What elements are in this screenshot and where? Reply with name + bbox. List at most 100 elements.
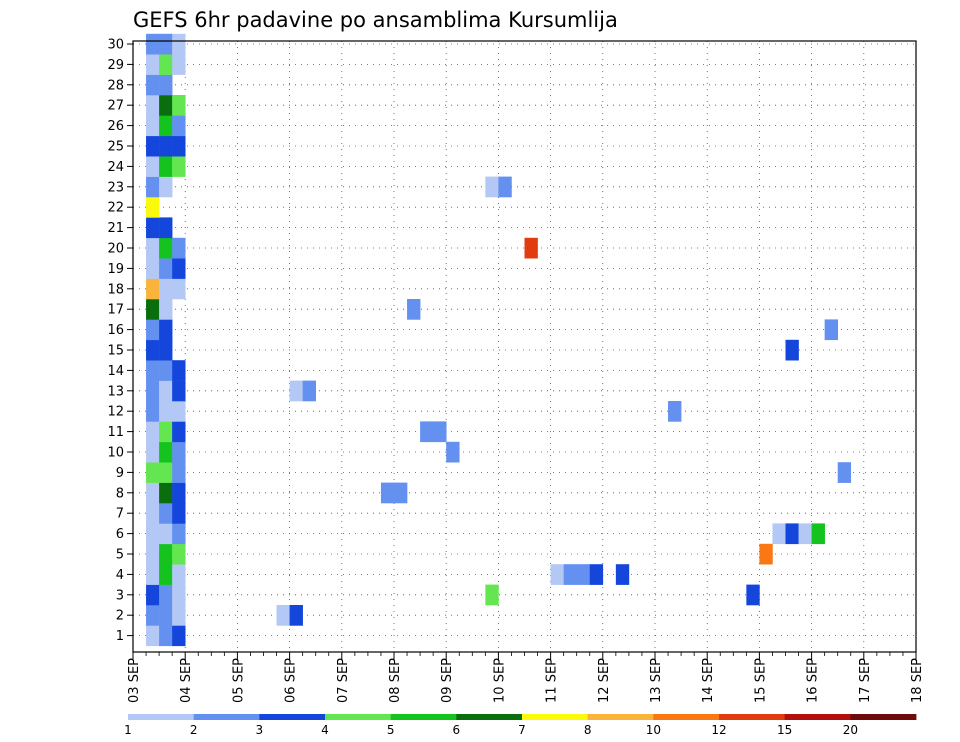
precip-cell <box>668 401 682 422</box>
precip-cell <box>159 74 173 96</box>
precip-cell <box>146 380 160 402</box>
precip-cell <box>159 543 173 565</box>
y-tick-label: 20 <box>107 242 124 257</box>
precip-cell <box>433 421 447 443</box>
precip-cell <box>172 401 186 422</box>
precip-cell <box>746 584 760 606</box>
precip-cell <box>146 523 160 545</box>
colorbar-segment <box>784 714 851 720</box>
precip-cell <box>172 258 186 279</box>
precip-cell <box>159 33 173 55</box>
precip-cell <box>146 197 160 218</box>
precipitation-cells <box>146 33 852 647</box>
precip-cell <box>159 441 173 463</box>
precip-cell <box>172 462 186 483</box>
x-tick-label: 05 SEP <box>231 658 246 703</box>
precip-cell <box>146 421 160 443</box>
precip-cell <box>146 176 160 198</box>
precip-cell <box>159 625 173 647</box>
precip-cell <box>159 258 173 279</box>
y-axis-ticks: 1234567891011121314151617181920212223242… <box>107 38 133 644</box>
colorbar-label: 20 <box>843 723 858 737</box>
colorbar-segment <box>390 714 457 720</box>
precip-cell <box>146 339 160 361</box>
precip-cell <box>446 441 460 463</box>
precip-cell <box>172 421 186 443</box>
precip-cell <box>172 278 186 300</box>
y-tick-label: 21 <box>107 221 124 236</box>
precip-cell <box>172 482 186 504</box>
precip-cell <box>159 319 173 341</box>
precip-cell <box>485 584 499 606</box>
x-tick-label: 11 SEP <box>545 658 560 703</box>
precip-cell <box>159 564 173 585</box>
precip-cell <box>785 339 799 361</box>
precip-cell <box>172 54 186 75</box>
precip-cell <box>159 135 173 157</box>
colorbar-label: 15 <box>777 723 792 737</box>
precip-cell <box>785 523 799 545</box>
colorbar-label: 8 <box>584 723 592 737</box>
precip-cell <box>615 564 630 585</box>
precip-cell <box>524 237 538 259</box>
precip-cell <box>498 176 512 198</box>
precip-cell <box>146 482 160 504</box>
precip-cell <box>159 54 173 75</box>
y-tick-label: 28 <box>107 78 124 93</box>
colorbar-label: 3 <box>256 723 264 737</box>
y-tick-label: 16 <box>107 323 124 338</box>
precip-cell <box>172 503 186 524</box>
precip-cell <box>172 33 186 55</box>
y-tick-label: 9 <box>116 466 124 481</box>
precip-cell <box>146 95 160 116</box>
precip-cell <box>172 523 186 545</box>
precip-cell <box>172 380 186 402</box>
y-tick-label: 25 <box>107 140 124 155</box>
colorbar-segment <box>128 714 195 720</box>
precip-cell <box>485 176 499 198</box>
y-tick-label: 12 <box>107 405 124 420</box>
precip-cell <box>276 605 290 626</box>
precip-cell <box>550 564 564 585</box>
precip-cell <box>772 523 786 545</box>
colorbar-label: 12 <box>711 723 726 737</box>
colorbar-label: 4 <box>321 723 329 737</box>
y-tick-label: 26 <box>107 119 124 134</box>
y-tick-label: 19 <box>107 262 124 277</box>
precip-cell <box>146 115 160 137</box>
precip-cell <box>172 543 186 565</box>
colorbar-segment <box>719 714 786 720</box>
precip-cell <box>289 380 303 402</box>
precip-cell <box>146 33 160 55</box>
precip-cell <box>394 482 408 504</box>
y-tick-label: 5 <box>116 548 124 563</box>
precip-cell <box>146 503 160 524</box>
y-tick-label: 11 <box>107 425 124 440</box>
precip-cell <box>172 441 186 463</box>
precip-cell <box>589 564 604 585</box>
y-tick-label: 30 <box>107 38 124 53</box>
precip-cell <box>146 564 160 585</box>
x-tick-label: 17 SEP <box>858 658 873 703</box>
colorbar-segment <box>653 714 720 720</box>
precip-cell <box>159 299 173 320</box>
x-tick-label: 06 SEP <box>284 658 299 703</box>
precip-cell <box>759 543 773 565</box>
precip-cell <box>146 625 160 647</box>
x-tick-label: 04 SEP <box>179 658 194 703</box>
x-axis-ticks: 03 SEP 04 SEP 05 SEP 06 SEP 07 SEP 08 SEP 09 S… <box>127 652 925 703</box>
precip-cell <box>172 115 186 137</box>
y-tick-label: 17 <box>107 303 124 318</box>
colorbar-segment <box>522 714 589 720</box>
y-tick-label: 10 <box>107 446 124 461</box>
precip-cell <box>146 462 160 483</box>
precip-cell <box>172 605 186 626</box>
precip-cell <box>159 339 173 361</box>
precip-cell <box>811 523 825 545</box>
precip-cell <box>146 54 160 75</box>
precip-cell <box>159 605 173 626</box>
precip-cell <box>146 135 160 157</box>
precip-cell <box>172 360 186 381</box>
y-tick-label: 29 <box>107 58 124 73</box>
precip-cell <box>146 584 160 606</box>
